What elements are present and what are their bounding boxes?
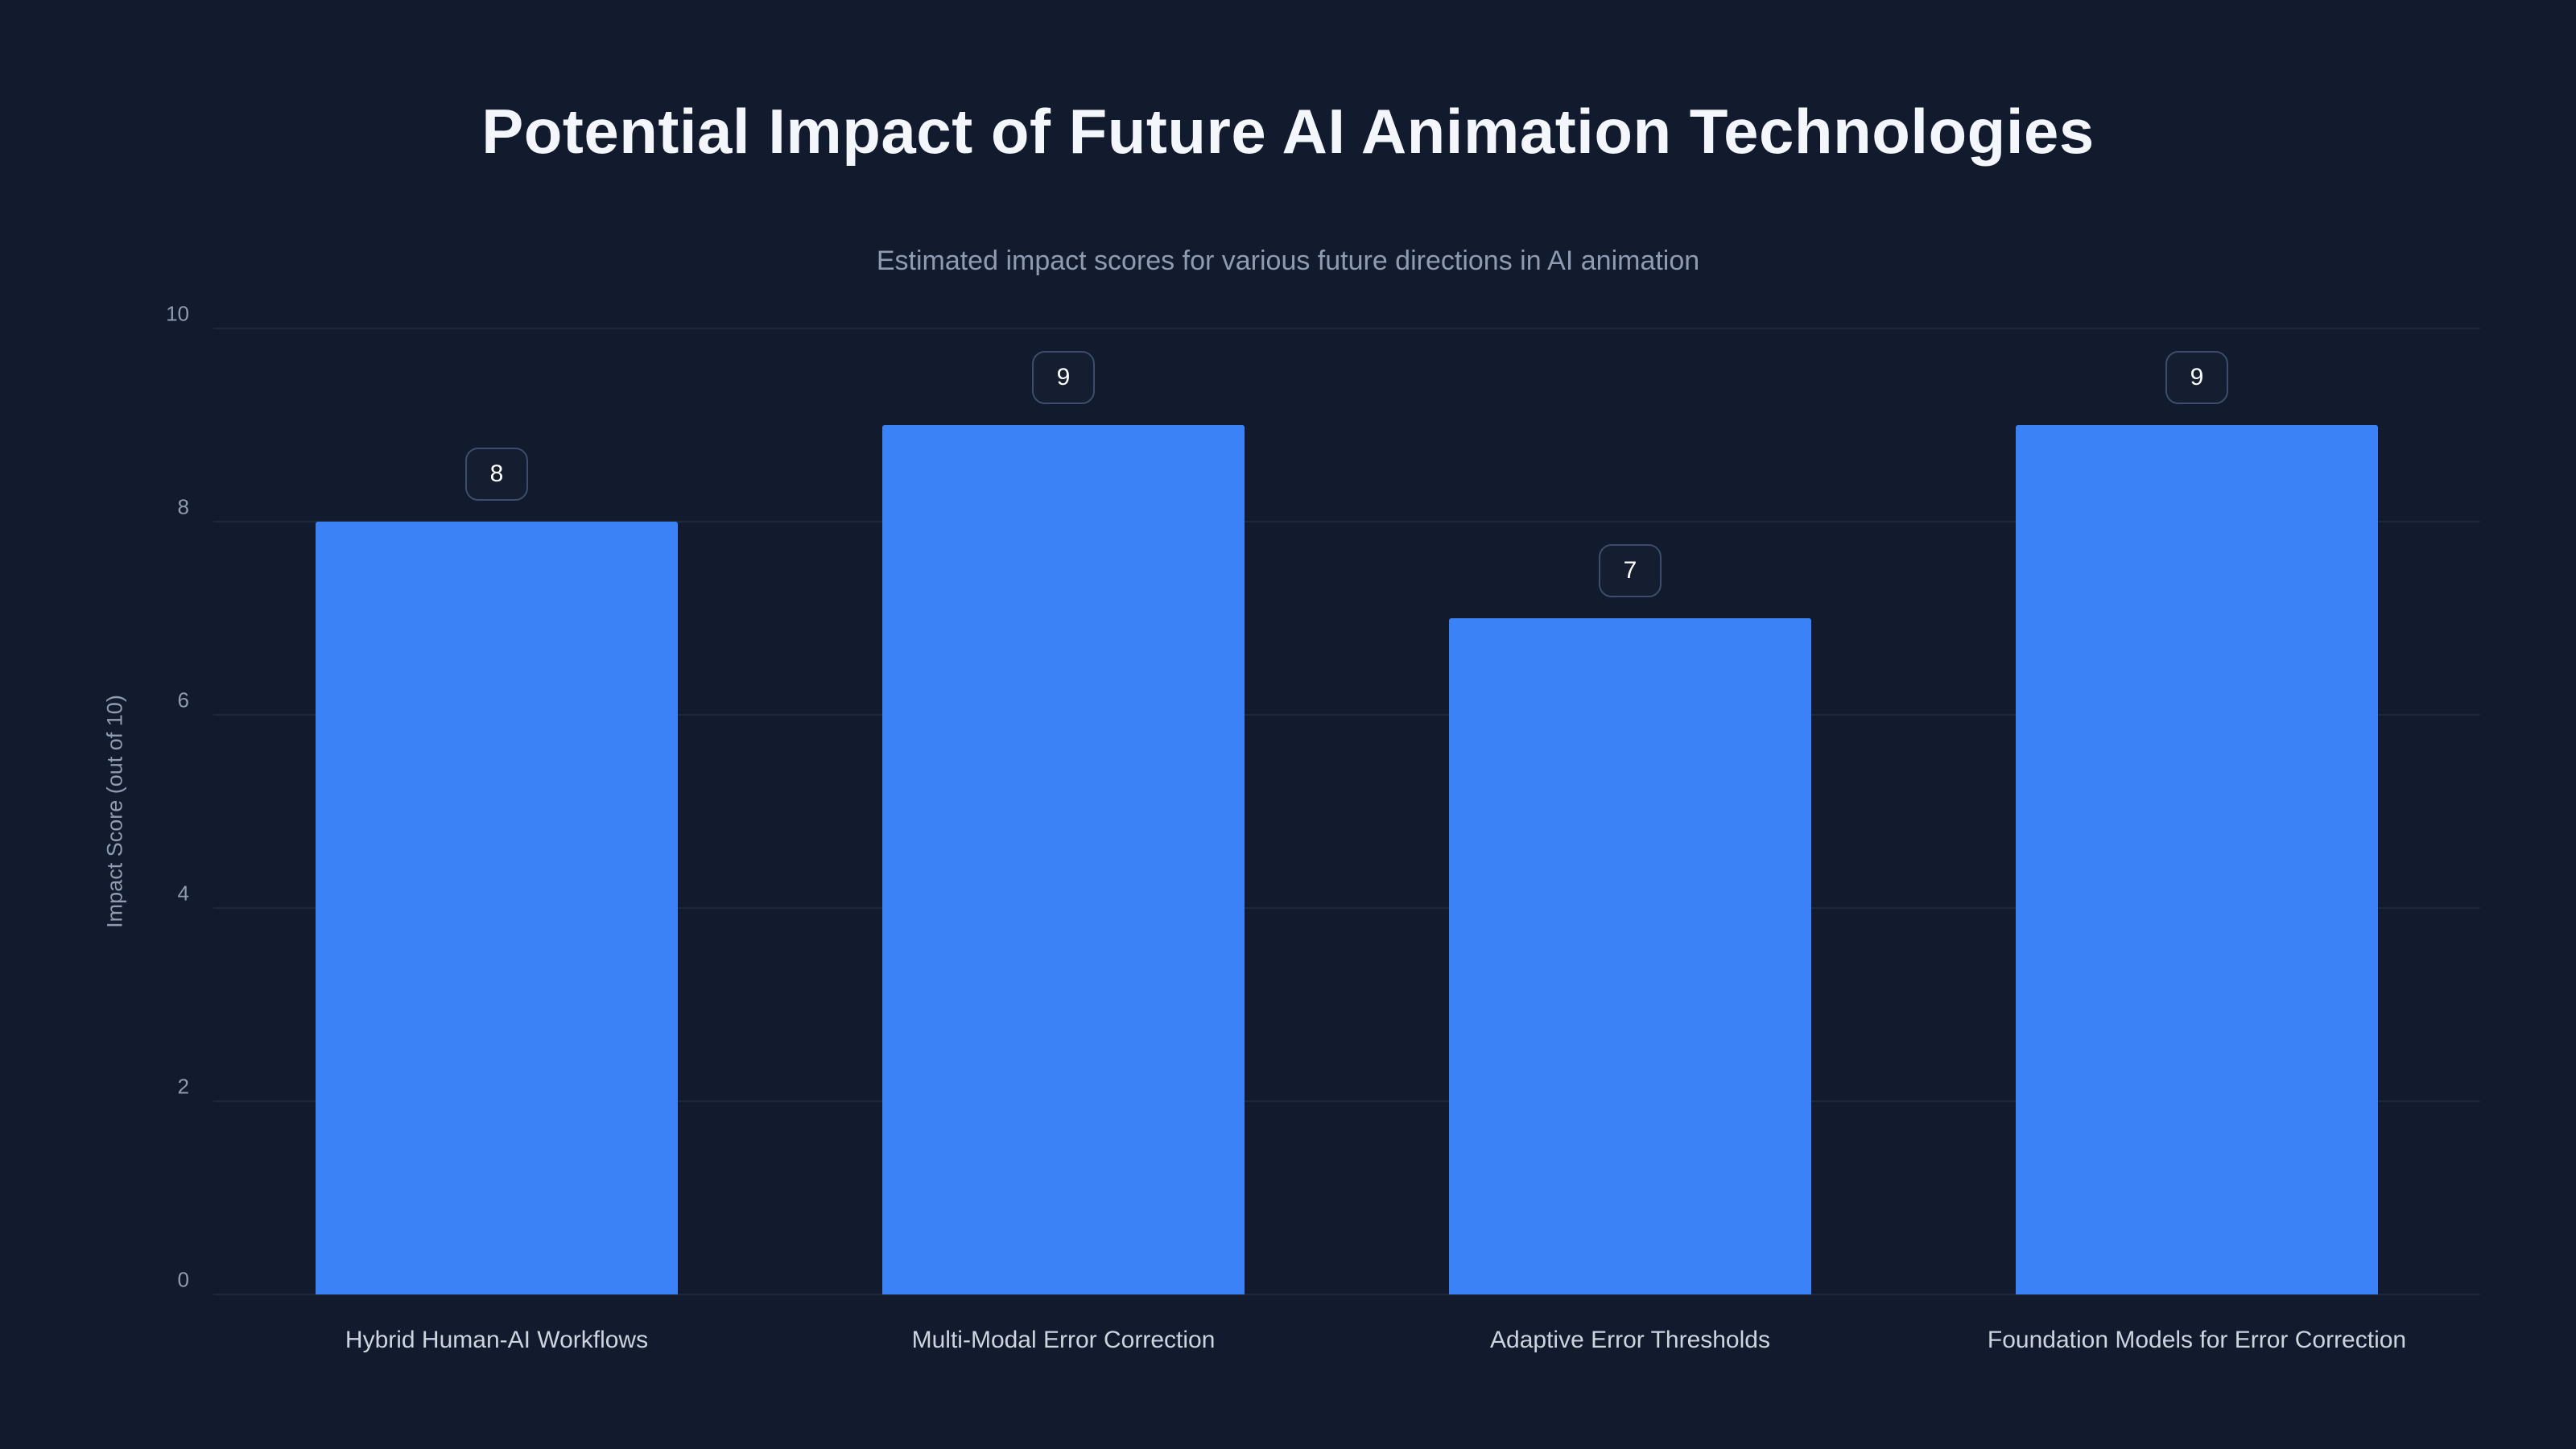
bar-value-badge: 9 xyxy=(2165,351,2228,404)
bar xyxy=(1449,618,1811,1294)
gridline xyxy=(213,714,2480,716)
gridline xyxy=(213,1294,2480,1295)
bar xyxy=(2016,425,2378,1294)
gridline xyxy=(213,328,2480,329)
gridline xyxy=(213,907,2480,909)
y-tick-label: 10 xyxy=(166,301,189,326)
bar xyxy=(316,522,678,1294)
bar-value-badge: 7 xyxy=(1599,544,1662,597)
x-axis-label: Foundation Models for Error Correction xyxy=(1987,1327,2407,1353)
chart-subtitle: Estimated impact scores for various futu… xyxy=(876,246,1700,276)
y-tick-label: 2 xyxy=(177,1074,189,1099)
gridline xyxy=(213,1100,2480,1102)
y-tick-label: 6 xyxy=(177,687,189,712)
x-axis-label: Hybrid Human-AI Workflows xyxy=(345,1327,649,1353)
gridline xyxy=(213,521,2480,522)
bar-value-badge: 9 xyxy=(1032,351,1095,404)
y-tick-label: 8 xyxy=(177,494,189,519)
x-axis-label: Multi-Modal Error Correction xyxy=(911,1327,1216,1353)
x-axis-label: Adaptive Error Thresholds xyxy=(1490,1327,1770,1353)
y-tick-label: 4 xyxy=(177,881,189,906)
bar xyxy=(882,425,1245,1294)
chart-title: Potential Impact of Future AI Animation … xyxy=(481,96,2095,167)
plot-area: 0 2 4 6 8 10 8 Hybrid Human-AI Workflows 9 Multi-… xyxy=(166,302,2480,1353)
bar-value-badge: 8 xyxy=(465,448,528,501)
y-tick-label: 0 xyxy=(177,1267,189,1292)
